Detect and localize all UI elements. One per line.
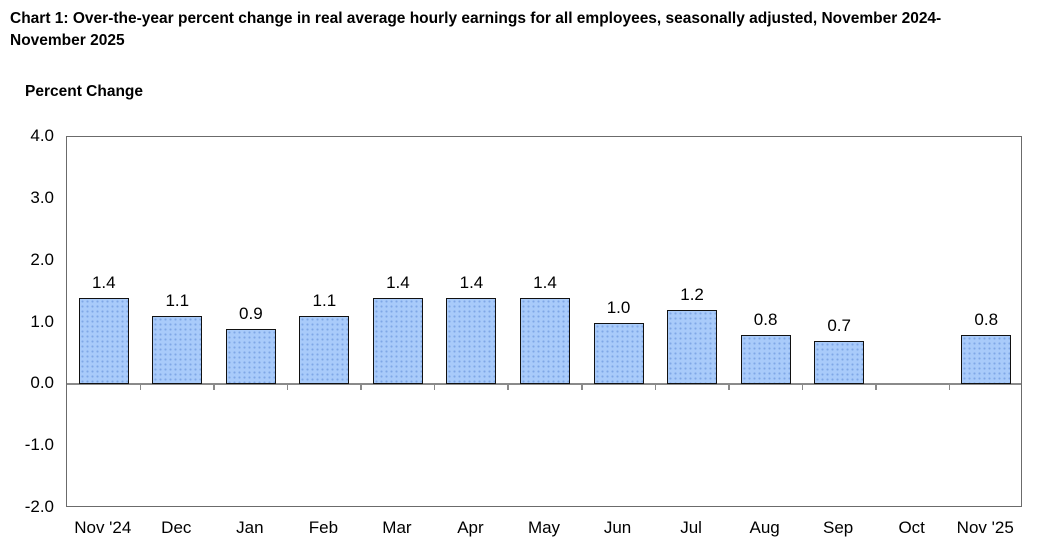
x-tick-label: Jan	[236, 518, 264, 537]
x-tick-label: Nov '25	[956, 518, 1014, 537]
category-axis-tick	[580, 384, 583, 391]
bar-value-label: 0.7	[827, 316, 851, 336]
y-tick-label: -2.0	[24, 497, 54, 516]
bar-value-label: 1.4	[386, 272, 410, 292]
plot-area: 1.4 1.1 0.9 1.1 1.4 1.4 1.4 1.0 1.2 0.8 0.7 0.8	[66, 136, 1022, 507]
bar-nov-24	[78, 297, 129, 385]
category-axis-tick	[507, 384, 510, 391]
bar-value-label: 1.1	[165, 291, 190, 311]
bar-apr	[446, 297, 497, 385]
bar-value-label: 0.8	[974, 309, 999, 329]
x-tick-label: Nov '24	[74, 518, 132, 537]
bar-value-label: 0.8	[753, 309, 778, 329]
x-tick-label: Jun	[603, 518, 632, 537]
y-tick-label: -1.0	[24, 435, 54, 455]
x-tick-label: Apr	[457, 518, 484, 537]
x-tick-label: Feb	[308, 518, 339, 537]
category-axis-tick	[213, 384, 215, 391]
bar-value-label: 1.4	[459, 272, 484, 292]
x-tick-label: Dec	[161, 518, 192, 537]
category-axis-tick	[654, 384, 657, 391]
bar-jul	[667, 310, 718, 385]
bar-aug	[740, 334, 791, 385]
bar-value-label: 1.1	[312, 291, 337, 311]
category-axis-tick	[801, 384, 804, 391]
bar-sep	[814, 341, 865, 385]
category-axis-tick	[139, 384, 142, 391]
category-axis-tick	[875, 384, 877, 391]
category-axis-tick	[433, 384, 436, 391]
x-tick-label: Sep	[823, 518, 854, 537]
bar-may	[520, 297, 570, 385]
bar-jun	[593, 322, 644, 385]
bar-value-label: 1.2	[680, 285, 704, 305]
y-axis-title: Percent Change	[25, 83, 144, 100]
y-tick-label: 2.0	[30, 249, 54, 269]
bar-jan	[225, 328, 276, 385]
bar-feb	[299, 316, 350, 385]
x-tick-label: Jul	[680, 518, 702, 537]
x-tick-label: May	[527, 518, 561, 537]
y-tick-label: 3.0	[30, 187, 54, 207]
bar-mar	[372, 297, 423, 385]
bar-nov-25	[961, 334, 1012, 385]
bar-value-label: 0.9	[239, 303, 263, 323]
x-tick-label: Oct	[898, 518, 925, 537]
x-tick-label: Aug	[749, 518, 780, 537]
chart-title: Chart 1: Over-the-year percent change in…	[10, 10, 942, 49]
bar-value-label: 1.4	[533, 272, 557, 292]
bar-dec	[152, 316, 203, 385]
bar-value-label: 1.4	[91, 272, 116, 292]
category-axis-tick	[286, 384, 289, 391]
category-axis-tick	[728, 384, 730, 391]
category-axis-tick	[360, 384, 362, 391]
category-axis-tick	[948, 384, 951, 391]
y-tick-label: 1.0	[30, 311, 54, 331]
y-tick-label: 4.0	[30, 126, 54, 145]
x-tick-label: Mar	[382, 518, 412, 537]
bar-value-label: 1.0	[606, 297, 631, 317]
y-tick-label: 0.0	[30, 373, 54, 393]
